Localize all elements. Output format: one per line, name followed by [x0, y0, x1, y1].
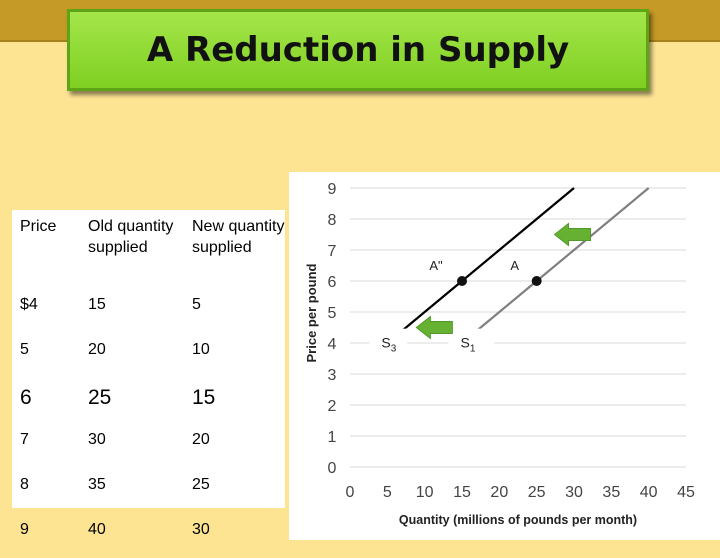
cell-old-quantity: 15 [88, 296, 106, 313]
series-line-s1 [461, 187, 650, 344]
table-row: 9 40 30 [12, 513, 285, 558]
cell-old-quantity: 25 [88, 386, 112, 409]
supply-chart-panel: 0 1 2 3 4 5 6 7 8 9 0 5 10 15 20 25 30 35 40 45 A" A S3 S1 Pri… [289, 172, 720, 540]
grid [350, 187, 686, 468]
title-box: A Reduction in Supply [67, 9, 649, 91]
series-label-bg [369, 328, 408, 359]
cell-price: $4 [20, 296, 38, 313]
y-tick-label: 8 [328, 212, 337, 229]
x-tick-label: 20 [490, 484, 508, 501]
y-tick-label: 6 [328, 274, 337, 291]
x-tick-label: 15 [453, 484, 471, 501]
table-row: 8 35 25 [12, 468, 285, 513]
table-row: $4 15 5 [12, 288, 285, 333]
left-arrow-icon [553, 222, 592, 247]
series-lines [386, 187, 650, 344]
table-row-highlight: 6 25 15 [12, 378, 285, 423]
series-line-s3 [386, 187, 575, 344]
x-tick-label: 30 [565, 484, 583, 501]
y-tick-label: 4 [328, 336, 337, 353]
chart-marks: A" A S3 S1 [369, 222, 592, 359]
y-tick-label: 0 [328, 460, 337, 477]
x-tick-label: 0 [346, 484, 355, 501]
y-axis-label: Price per pound [304, 263, 319, 362]
y-tick-label: 3 [328, 367, 337, 384]
x-tick-label: 45 [677, 484, 695, 501]
data-point [457, 276, 467, 286]
y-tick-label: 7 [328, 243, 337, 260]
x-tick-label: 40 [640, 484, 658, 501]
x-axis-label: Quantity (millions of pounds per month) [399, 513, 637, 527]
left-arrow-icon [415, 315, 453, 340]
cell-price: 6 [20, 386, 32, 409]
y-tick-label: 1 [328, 429, 337, 446]
x-tick-label: 35 [602, 484, 620, 501]
series-label-bg [448, 328, 495, 359]
header-new-quantity: New quantity supplied [192, 218, 285, 256]
cell-new-quantity: 20 [192, 431, 210, 448]
y-tick-label: 2 [328, 398, 337, 415]
cell-new-quantity: 10 [192, 341, 210, 358]
supply-table-panel: Price Old quantity supplied New quantity… [12, 210, 285, 538]
point-label: A" [429, 258, 443, 273]
cell-price: 7 [20, 431, 29, 448]
cell-price: 9 [20, 521, 29, 538]
page-title: A Reduction in Supply [146, 30, 570, 70]
series-label: S1 [461, 335, 476, 355]
cell-new-quantity: 15 [192, 386, 216, 409]
cell-new-quantity: 25 [192, 476, 210, 493]
series-label: S3 [381, 335, 396, 355]
x-tick-label: 25 [528, 484, 546, 501]
cell-new-quantity: 5 [192, 296, 201, 313]
cell-old-quantity: 35 [88, 476, 106, 493]
cell-old-quantity: 20 [88, 341, 106, 358]
x-tick-label: 5 [383, 484, 392, 501]
y-tick-label: 9 [328, 181, 337, 198]
supply-table: Price Old quantity supplied New quantity… [12, 210, 285, 558]
cell-price: 8 [20, 476, 29, 493]
table-row: 7 30 20 [12, 423, 285, 468]
data-point [531, 276, 542, 286]
point-label: A [510, 258, 519, 273]
cell-new-quantity: 30 [192, 521, 210, 538]
cell-price: 5 [20, 341, 29, 358]
header-price: Price [20, 218, 57, 235]
cell-old-quantity: 30 [88, 431, 106, 448]
table-header-row: Price Old quantity supplied New quantity… [12, 210, 285, 288]
header-old-quantity: Old quantity supplied [88, 218, 174, 256]
y-tick-label: 5 [328, 305, 337, 322]
x-tick-label: 10 [416, 484, 434, 501]
table-row: 5 20 10 [12, 333, 285, 378]
cell-old-quantity: 40 [88, 521, 106, 538]
